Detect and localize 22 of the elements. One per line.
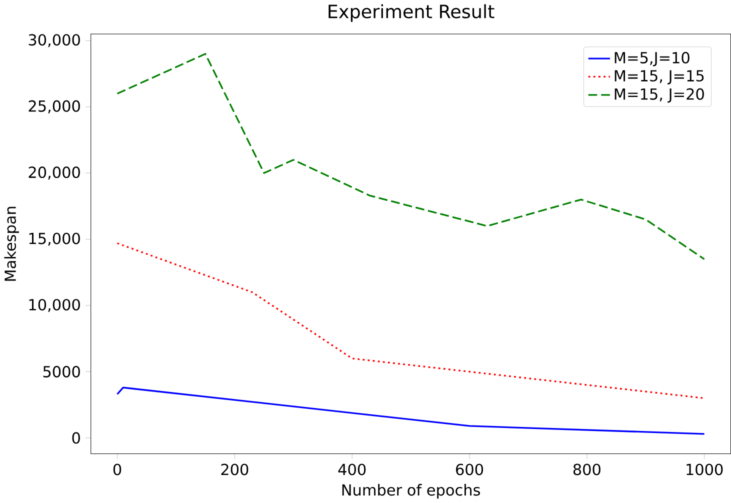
- x-tick-label: 600: [456, 464, 484, 476]
- legend-label: M=5,J=10: [614, 52, 690, 66]
- x-tick-label: 200: [221, 464, 248, 476]
- y-tick-label: 0: [72, 432, 80, 444]
- y-tick-label: 20,000: [28, 166, 80, 180]
- x-tick-label: 800: [573, 464, 600, 476]
- x-tick-label: 0: [113, 464, 122, 476]
- y-tick-label: 25,000: [28, 100, 80, 114]
- legend-label: M=15, J=20: [614, 88, 704, 103]
- line-series: [116, 386, 706, 435]
- legend-label: M=15, J=15: [614, 70, 704, 84]
- line-series: [116, 242, 706, 400]
- chart-title: Experiment Result: [328, 4, 494, 22]
- y-tick-label: 15,000: [29, 232, 80, 246]
- y-tick-label: 5000: [43, 366, 80, 378]
- y-tick-label: 30,000: [28, 34, 80, 48]
- x-axis-title: Number of epochs: [342, 484, 480, 499]
- x-tick-label: 400: [338, 464, 366, 476]
- line-series: [116, 53, 706, 260]
- x-tick-label: 1000: [686, 464, 723, 476]
- y-axis-title: Makespan: [4, 206, 19, 281]
- y-tick-label: 10,000: [29, 298, 80, 312]
